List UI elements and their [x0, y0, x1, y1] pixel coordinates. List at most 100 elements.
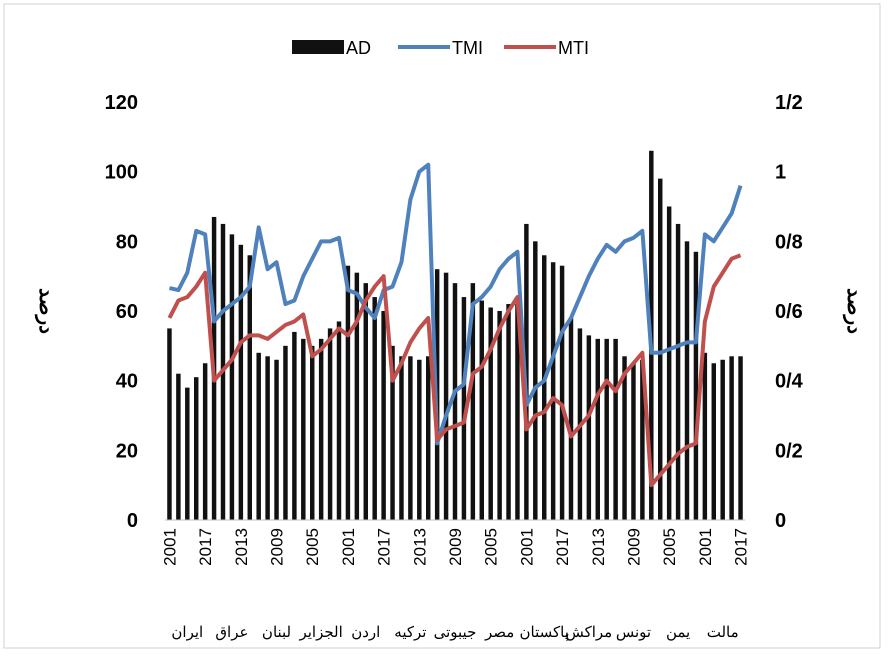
group-label: لبنان: [262, 624, 291, 641]
y2-tick-label: 0/2: [775, 440, 803, 462]
group-label: عراق: [215, 624, 248, 641]
x-tick-label: 2013: [232, 528, 251, 566]
bar: [426, 356, 431, 520]
bar: [238, 244, 244, 521]
y-tick-label: 40: [116, 371, 138, 393]
bar: [658, 178, 663, 520]
bar: [310, 345, 315, 520]
bar: [515, 304, 520, 520]
bar: [363, 283, 368, 520]
bar: [194, 377, 199, 520]
bar: [452, 283, 458, 520]
group-label: تونس: [616, 624, 651, 641]
bar: [292, 331, 297, 520]
x-tick-label: 2009: [446, 528, 465, 566]
legend-label: AD: [346, 38, 371, 58]
y2-tick-label: 0/6: [775, 301, 803, 323]
x-tick-label: 2017: [196, 528, 215, 566]
x-tick-label: 2017: [732, 528, 751, 566]
bar: [711, 363, 716, 520]
bar: [666, 206, 672, 520]
x-tick-label: 2001: [517, 528, 536, 566]
group-label: ترکیه: [394, 624, 426, 641]
bar: [586, 335, 592, 520]
bar: [283, 345, 288, 520]
y-tick-label: 60: [116, 301, 138, 323]
y-tick-label: 120: [105, 92, 138, 114]
bar: [488, 307, 493, 520]
bar: [506, 304, 511, 520]
group-label: جیبوتی: [434, 624, 477, 641]
bar: [604, 338, 609, 520]
bar: [399, 356, 404, 520]
x-tick-label: 2009: [268, 528, 287, 566]
bar: [327, 328, 333, 520]
y2-tick-label: 0/4: [775, 371, 804, 393]
group-label: یمن: [666, 624, 690, 641]
bar: [417, 359, 422, 520]
bar: [372, 297, 377, 520]
bar: [336, 321, 342, 520]
bar: [247, 255, 252, 520]
bar: [354, 272, 360, 520]
x-tick-label: 2013: [589, 528, 608, 566]
group-label: الجزایر: [298, 624, 342, 641]
bar: [185, 387, 190, 520]
line: [167, 253, 742, 488]
chart-frame: [3, 3, 881, 649]
bar: [613, 338, 618, 520]
bar: [702, 352, 708, 520]
bar: [443, 272, 449, 520]
group-label: مصر: [484, 624, 514, 641]
bar: [176, 373, 181, 520]
y2-tick-label: 1: [775, 162, 786, 184]
x-tick-label: 2009: [624, 528, 643, 566]
group-label: مالت: [707, 624, 739, 641]
bar: [461, 297, 467, 520]
y-tick-label: 0: [127, 510, 138, 532]
bar: [720, 359, 725, 520]
bar: [265, 356, 270, 520]
bar: [568, 317, 574, 520]
y2-axis-title: درصد: [842, 288, 865, 334]
y-axis-title: درصد: [34, 288, 57, 334]
x-tick-label: 2001: [339, 528, 358, 566]
bar: [345, 265, 351, 520]
bar: [256, 352, 261, 520]
bar: [542, 255, 547, 520]
bar: [675, 223, 681, 520]
group-label: اردن: [351, 624, 380, 641]
x-tick-label: 2001: [160, 528, 179, 566]
legend-label: MTI: [558, 38, 589, 58]
bar: [622, 356, 627, 520]
x-tick-label: 2005: [482, 528, 501, 566]
group-label: پاکستان: [520, 624, 569, 641]
y2-tick-label: 1/2: [775, 92, 803, 114]
bar: [631, 363, 636, 520]
y2-tick-label: 0/8: [775, 231, 803, 253]
bar: [479, 300, 484, 520]
y2-tick-label: 0: [775, 510, 786, 532]
bar: [318, 338, 324, 520]
y-tick-label: 80: [116, 231, 138, 253]
x-tick-label: 2017: [375, 528, 394, 566]
bar: [497, 311, 502, 520]
bar: [559, 265, 565, 520]
x-tick-label: 2001: [696, 528, 715, 566]
bar: [381, 311, 386, 520]
bar: [550, 262, 556, 520]
bar: [408, 356, 413, 520]
bar: [229, 234, 235, 520]
bar: [729, 356, 734, 520]
y-tick-label: 100: [105, 162, 138, 184]
bar: [640, 359, 645, 520]
bar: [738, 356, 743, 520]
bar: [595, 338, 600, 520]
bar: [301, 338, 306, 520]
bar: [390, 345, 395, 520]
y-tick-label: 20: [116, 440, 138, 462]
bar: [167, 328, 172, 520]
bar: [693, 251, 699, 521]
x-tick-label: 2005: [660, 528, 679, 566]
